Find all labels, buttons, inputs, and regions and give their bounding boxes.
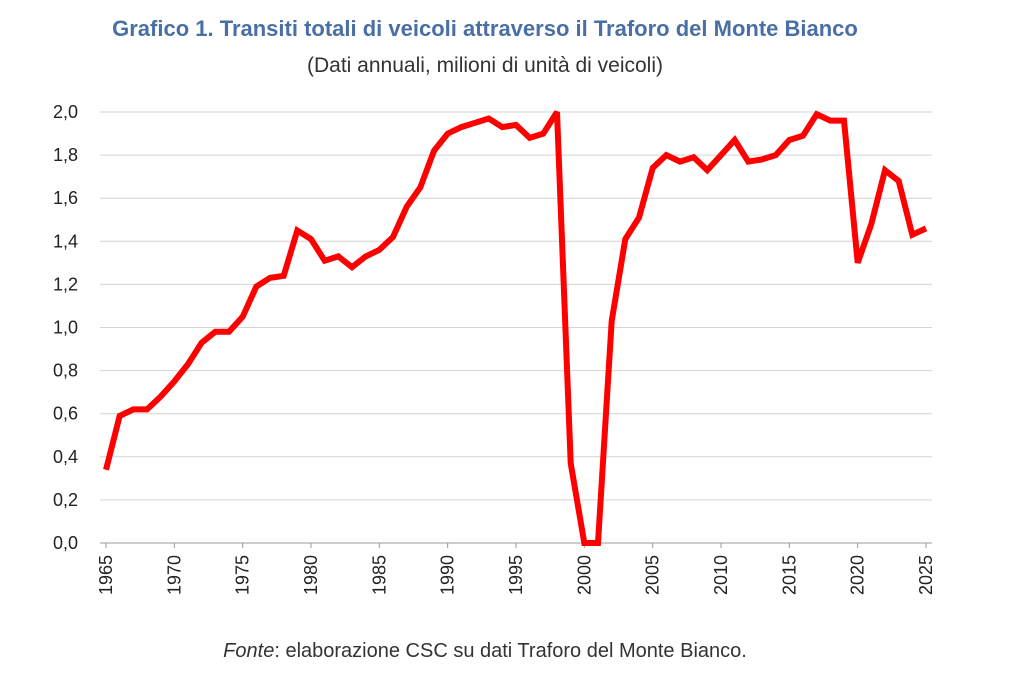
y-tick-label: 0,6 (53, 404, 78, 424)
series-layer (103, 110, 928, 546)
chart-subtitle: (Dati annuali, milioni di unità di veico… (307, 54, 663, 77)
x-tick-label: 2020 (848, 555, 868, 595)
source-prefix: Fonte (223, 640, 275, 662)
x-tick-label: 1995 (506, 555, 526, 595)
y-tick-label: 0,8 (53, 361, 78, 381)
x-tick-label: 1975 (233, 555, 253, 595)
x-axis-ticks: 1965 1970 1975 1980 1985 1990 1995 2000 2005 2010… (96, 543, 936, 595)
x-tick-label: 2010 (711, 555, 731, 595)
y-tick-label: 2,0 (53, 102, 78, 122)
y-tick-label: 0,2 (53, 490, 78, 510)
y-tick-label: 1,2 (53, 274, 78, 294)
x-tick-label: 1970 (164, 555, 184, 595)
y-tick-label: 1,8 (53, 145, 78, 165)
x-tick-label: 1990 (438, 555, 458, 595)
x-tick-label: 1985 (369, 555, 389, 595)
y-axis-ticks: 0,0 0,2 0,4 0,6 0,8 1,0 1,2 1,4 1,6 1,8 2,0 (53, 102, 78, 553)
y-tick-label: 0,4 (53, 447, 78, 467)
y-tick-label: 0,0 (53, 533, 78, 553)
x-tick-label: 1980 (301, 555, 321, 595)
x-tick-label: 2025 (916, 555, 936, 595)
source-note: Fonte: elaborazione CSC su dati Traforo … (0, 640, 970, 663)
x-tick-label: 2000 (574, 555, 594, 595)
x-tick-label: 1965 (96, 555, 116, 595)
x-tick-label: 2005 (643, 555, 663, 595)
grid-lines (100, 111, 932, 544)
source-text: : elaborazione CSC su dati Traforo del M… (274, 640, 747, 662)
y-tick-label: 1,6 (53, 188, 78, 208)
y-tick-label: 1,0 (53, 318, 78, 338)
series-line (103, 110, 928, 546)
chart-title: Grafico 1. Transiti totali di veicoli at… (112, 16, 858, 41)
x-tick-label: 2015 (779, 555, 799, 595)
y-tick-label: 1,4 (53, 231, 78, 251)
